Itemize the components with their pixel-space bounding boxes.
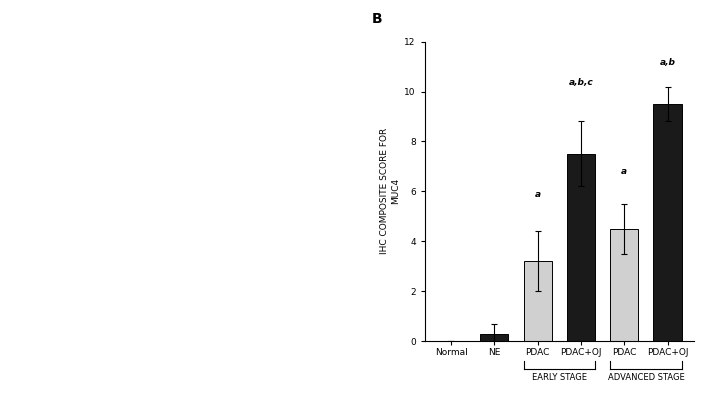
Bar <box>567 154 595 341</box>
Text: a,b: a,b <box>660 57 675 67</box>
Text: a: a <box>535 190 541 199</box>
Bar <box>524 261 552 341</box>
Bar <box>610 229 639 341</box>
Text: a: a <box>621 167 627 176</box>
Text: B: B <box>372 12 382 27</box>
Bar <box>480 334 508 341</box>
Bar <box>653 104 682 341</box>
Text: ADVANCED STAGE: ADVANCED STAGE <box>607 373 684 382</box>
Y-axis label: IHC COMPOSITE SCORE FOR
MUC4: IHC COMPOSITE SCORE FOR MUC4 <box>380 128 400 255</box>
Text: EARLY STAGE: EARLY STAGE <box>532 373 587 382</box>
Text: a,b,c: a,b,c <box>569 77 593 87</box>
